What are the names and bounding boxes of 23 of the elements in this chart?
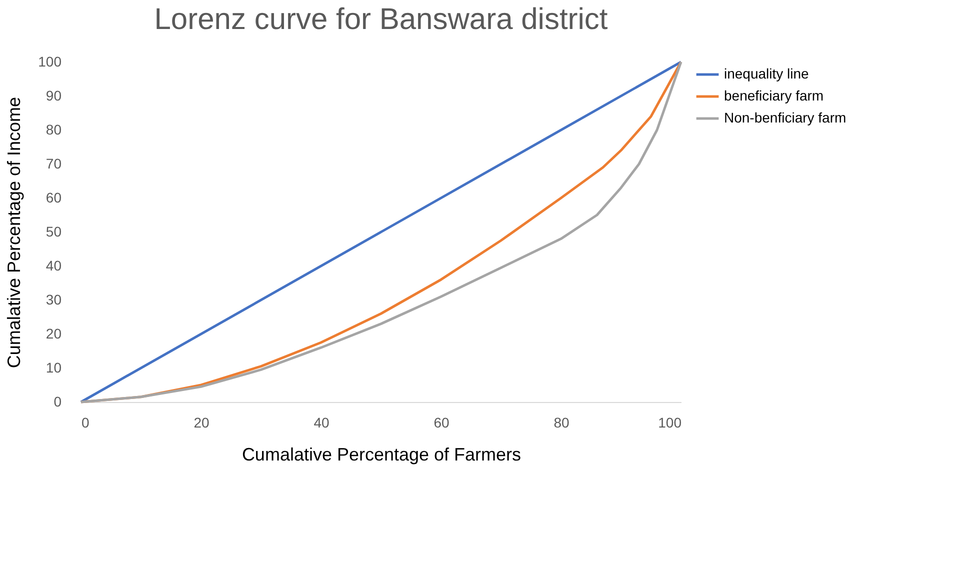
y-tick-label: 100 (38, 54, 62, 70)
x-tick-label: 20 (194, 414, 210, 430)
legend-label: inequality line (724, 66, 810, 82)
y-axis-title: Cumalative Percentage of Income (4, 96, 24, 368)
x-tick-label: 100 (658, 414, 682, 430)
x-tick-label: 0 (82, 414, 90, 430)
y-tick-label: 10 (46, 360, 62, 376)
x-tick-label: 60 (434, 414, 450, 430)
legend-label: Non-benficiary farm (724, 110, 846, 126)
y-tick-label: 0 (54, 394, 62, 410)
y-tick-label: 90 (46, 88, 62, 104)
y-tick-label: 20 (46, 326, 62, 342)
x-tick-label: 80 (554, 414, 570, 430)
legend-label: beneficiary farm (724, 88, 824, 104)
chart-title: Lorenz curve for Banswara district (154, 3, 608, 36)
x-tick-label: 40 (314, 414, 330, 430)
x-axis-title: Cumalative Percentage of Farmers (242, 444, 522, 464)
y-tick-label: 50 (46, 224, 62, 240)
y-tick-label: 80 (46, 122, 62, 138)
y-tick-label: 40 (46, 258, 62, 274)
y-tick-label: 30 (46, 292, 62, 308)
y-tick-label: 70 (46, 156, 62, 172)
y-tick-label: 60 (46, 190, 62, 206)
